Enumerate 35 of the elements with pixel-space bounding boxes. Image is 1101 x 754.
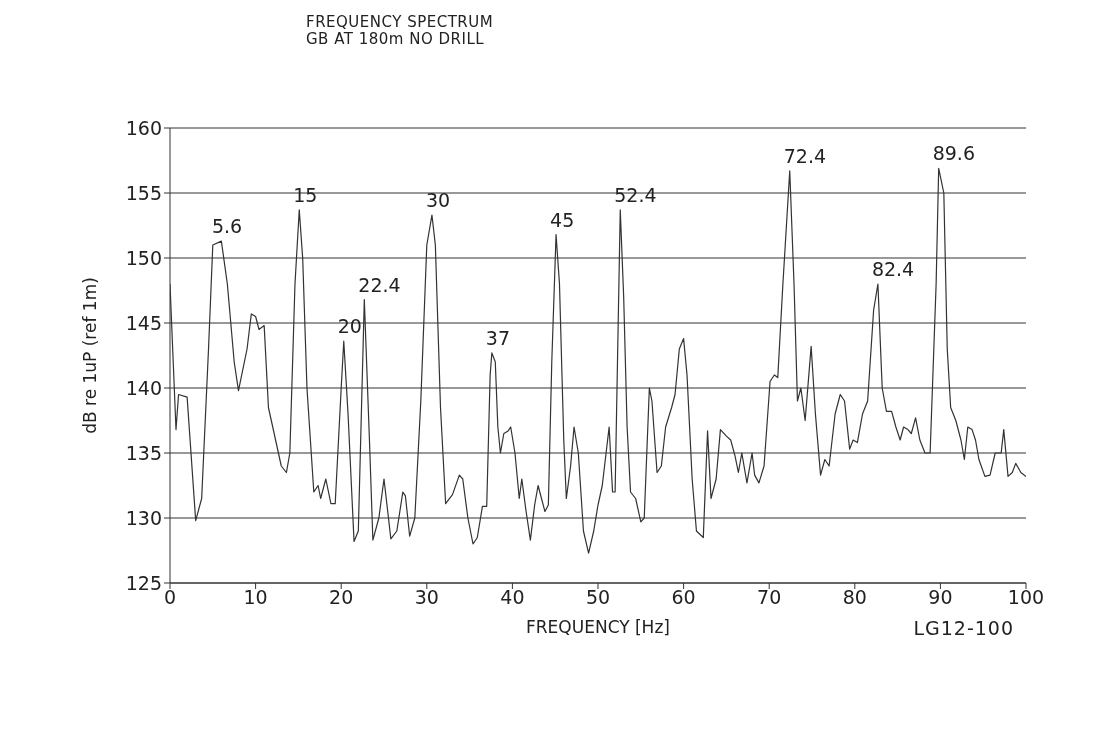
text: LG12-100 bbox=[913, 617, 1014, 639]
annotation: 30 bbox=[425, 189, 451, 212]
x-tick-label: 40 bbox=[500, 586, 525, 609]
y-tick-label: 125 bbox=[125, 571, 162, 594]
x-tick-label: 100 bbox=[1007, 586, 1045, 609]
x-tick-label: 30 bbox=[414, 586, 439, 609]
x-tick-label: 90 bbox=[928, 586, 953, 609]
annotation: 20 bbox=[337, 315, 362, 338]
y-tick-label: 150 bbox=[125, 246, 162, 269]
annotation: 22.4 bbox=[358, 273, 401, 296]
chart-title: FREQUENCY SPECTRUM bbox=[306, 13, 494, 31]
annotation: 89.6 bbox=[932, 142, 975, 165]
x-tick-label: 60 bbox=[671, 586, 696, 609]
x-tick-label: 0 bbox=[163, 586, 177, 609]
annotation: 37 bbox=[485, 326, 511, 349]
y-tick-label: 160 bbox=[125, 116, 162, 139]
annotation: 82.4 bbox=[871, 258, 915, 280]
annotation: 15 bbox=[293, 183, 318, 206]
x-tick-label: 10 bbox=[243, 586, 268, 609]
chart-subtitle: GB AT 180m NO DRILL bbox=[306, 30, 486, 48]
x-tick-label: 80 bbox=[842, 586, 867, 609]
y-tick-label: 135 bbox=[125, 441, 162, 464]
x-axis-title: FREQUENCY [Hz] bbox=[526, 617, 670, 637]
x-tick-label: 20 bbox=[329, 586, 354, 609]
y-axis-title: dB re 1uP (ref 1m) bbox=[80, 277, 101, 434]
annotation: 45 bbox=[550, 208, 575, 231]
y-tick-label: 140 bbox=[125, 376, 162, 399]
x-tick-label: 50 bbox=[585, 586, 611, 609]
x-tick-label: 70 bbox=[757, 586, 782, 609]
y-tick-label: 130 bbox=[125, 506, 162, 529]
annotation: 72.4 bbox=[783, 144, 827, 167]
annotation: 52.4 bbox=[614, 183, 657, 206]
y-tick-label: 145 bbox=[125, 311, 162, 334]
y-tick-label: 155 bbox=[125, 181, 162, 204]
annotation: 5.6 bbox=[211, 215, 243, 238]
